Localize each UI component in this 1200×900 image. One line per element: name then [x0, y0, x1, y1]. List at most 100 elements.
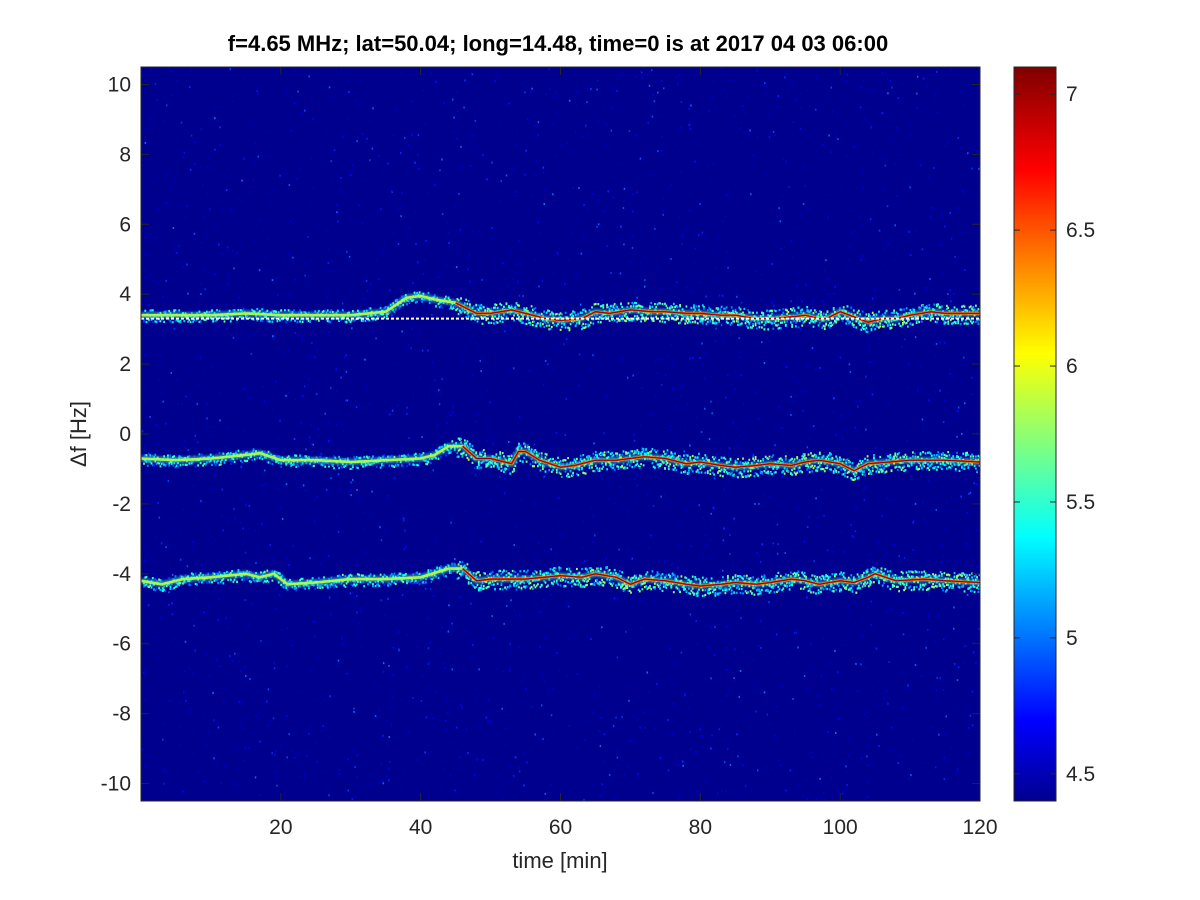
- trace-speck: [782, 311, 785, 314]
- trace-speck: [354, 318, 357, 321]
- trace-speck: [961, 319, 963, 322]
- noise-speck: [279, 174, 281, 177]
- noise-speck: [398, 630, 400, 633]
- noise-speck: [610, 84, 612, 87]
- noise-speck: [502, 261, 504, 264]
- noise-speck: [651, 115, 654, 118]
- noise-speck: [707, 574, 710, 577]
- trace-speck: [842, 306, 845, 309]
- noise-speck: [758, 644, 760, 647]
- trace-speck: [248, 316, 251, 319]
- noise-speck: [784, 552, 786, 554]
- noise-speck: [966, 593, 969, 596]
- trace-speck: [490, 465, 493, 469]
- noise-speck: [397, 243, 400, 245]
- trace-speck: [383, 316, 386, 319]
- noise-speck: [218, 326, 220, 329]
- noise-speck: [361, 555, 363, 558]
- trace-speck: [479, 306, 481, 309]
- noise-speck: [885, 540, 887, 543]
- trace-speck: [933, 303, 936, 306]
- noise-speck: [871, 393, 874, 396]
- noise-speck: [445, 667, 447, 670]
- noise-speck: [184, 695, 187, 698]
- trace-speck: [581, 328, 583, 331]
- trace-speck: [635, 302, 637, 305]
- noise-speck: [539, 372, 541, 375]
- noise-speck: [309, 557, 311, 560]
- noise-speck: [600, 717, 602, 720]
- noise-speck: [837, 717, 840, 720]
- trace-speck: [953, 320, 956, 324]
- noise-speck: [701, 555, 704, 558]
- noise-speck: [177, 379, 179, 382]
- noise-speck: [582, 520, 585, 523]
- trace-speck: [839, 306, 841, 309]
- noise-speck: [912, 328, 914, 331]
- noise-speck: [499, 200, 502, 203]
- trace-speck: [535, 325, 538, 328]
- noise-speck: [646, 493, 649, 496]
- noise-speck: [229, 673, 231, 675]
- trace-speck: [581, 324, 583, 327]
- noise-speck: [683, 450, 685, 453]
- noise-speck: [200, 128, 203, 131]
- noise-speck: [560, 144, 562, 147]
- trace-speck: [308, 319, 310, 322]
- noise-speck: [351, 327, 353, 330]
- noise-speck: [297, 99, 300, 102]
- noise-speck: [855, 101, 857, 104]
- noise-speck: [533, 174, 536, 177]
- noise-speck: [781, 195, 783, 198]
- noise-speck: [919, 305, 921, 308]
- trace-speck: [744, 322, 747, 325]
- trace-speck: [149, 309, 152, 312]
- trace-speck: [425, 462, 427, 465]
- noise-speck: [868, 780, 870, 783]
- noise-speck: [939, 323, 942, 326]
- noise-speck: [508, 468, 510, 471]
- trace-speck: [456, 455, 459, 458]
- noise-speck: [891, 86, 893, 89]
- noise-speck: [252, 179, 255, 182]
- noise-speck: [401, 191, 403, 194]
- noise-speck: [700, 144, 703, 147]
- noise-speck: [489, 498, 491, 501]
- trace-speck: [359, 317, 362, 320]
- noise-speck: [588, 644, 591, 647]
- trace-speck: [237, 309, 240, 312]
- noise-speck: [644, 285, 646, 288]
- trace-speck: [321, 464, 324, 467]
- trace-speck: [480, 316, 483, 319]
- noise-speck: [443, 575, 445, 578]
- trace-speck: [905, 321, 908, 325]
- noise-speck: [485, 305, 487, 308]
- noise-speck: [278, 725, 281, 727]
- noise-speck: [293, 222, 295, 225]
- noise-speck: [654, 360, 657, 363]
- trace-speck: [379, 466, 382, 469]
- trace-speck: [846, 319, 849, 322]
- noise-speck: [742, 403, 745, 406]
- noise-speck: [170, 372, 172, 374]
- noise-speck: [578, 353, 581, 356]
- noise-speck: [207, 270, 209, 273]
- noise-speck: [701, 363, 703, 366]
- trace-speck: [822, 324, 825, 327]
- noise-speck: [200, 356, 202, 359]
- noise-speck: [394, 202, 396, 205]
- noise-speck: [508, 781, 510, 784]
- noise-speck: [515, 272, 518, 275]
- trace-speck: [358, 456, 361, 460]
- noise-speck: [279, 594, 281, 597]
- noise-speck: [522, 676, 525, 679]
- trace-speck: [772, 327, 775, 330]
- noise-speck: [596, 300, 599, 303]
- noise-speck: [317, 451, 319, 454]
- noise-speck: [365, 387, 367, 390]
- noise-speck: [281, 629, 283, 631]
- noise-speck: [188, 667, 190, 670]
- noise-speck: [733, 79, 735, 82]
- trace-speck: [907, 325, 909, 328]
- noise-speck: [896, 127, 898, 129]
